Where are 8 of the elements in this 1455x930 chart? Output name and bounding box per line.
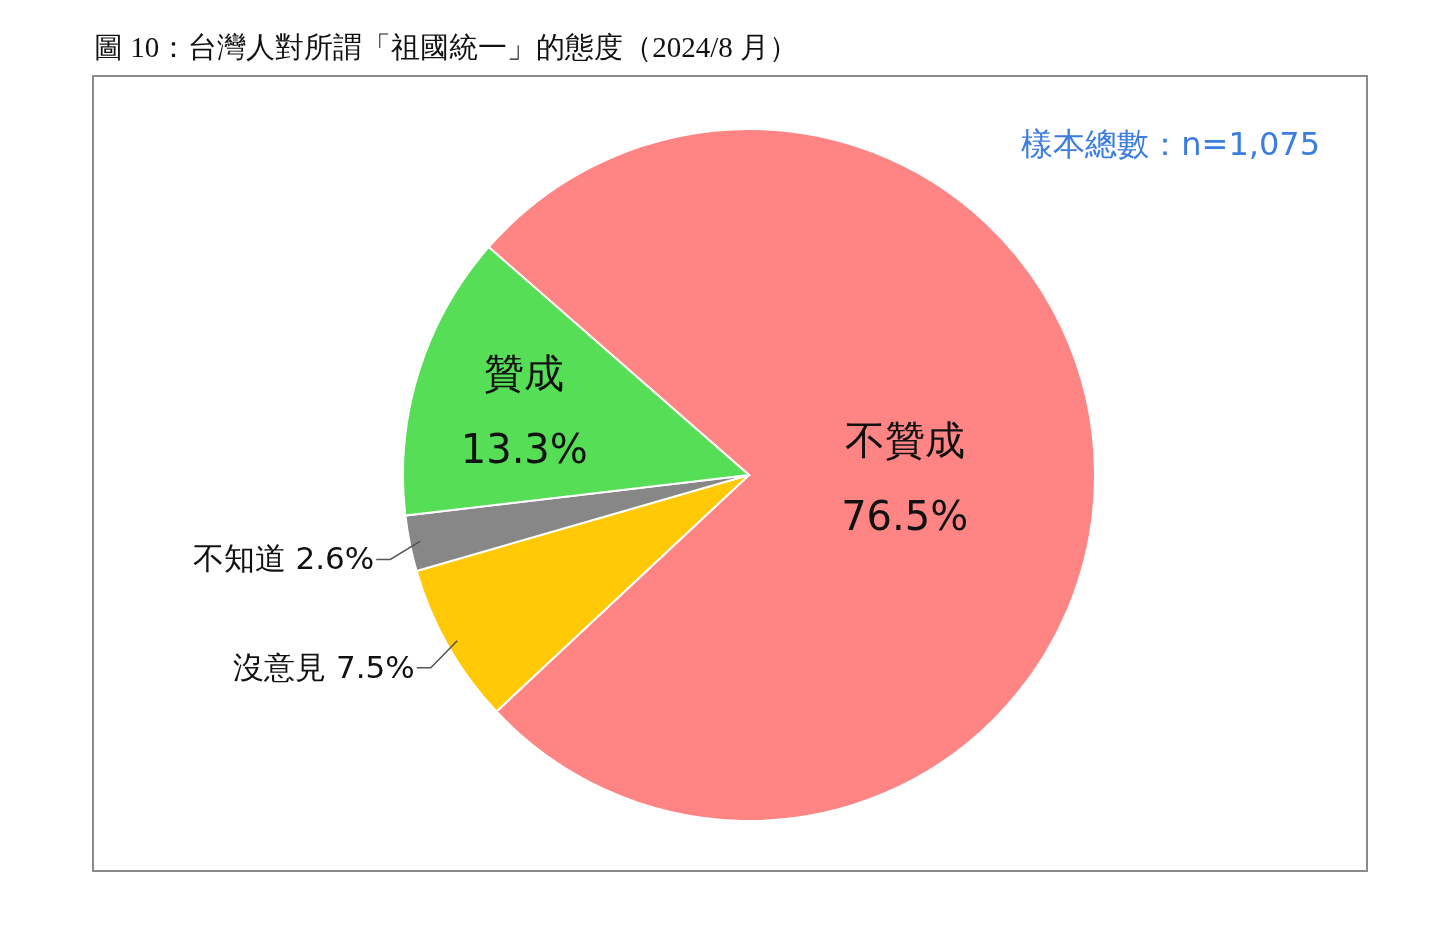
data-label: 13.3% [460, 426, 588, 473]
slice-label: 不知道 2.6% [192, 540, 375, 577]
text: 樣本總數：n=1,075 [1021, 124, 1320, 165]
slice-label: 沒意見 7.5% [233, 648, 415, 685]
slice-label: 不贊成 [844, 417, 965, 464]
chart-title: 圖 10：台灣人對所謂「祖國統一」的態度（2024/8 月） [94, 30, 799, 65]
data-label: 76.5% [841, 493, 969, 540]
slice-label: 贊成 [484, 350, 565, 397]
